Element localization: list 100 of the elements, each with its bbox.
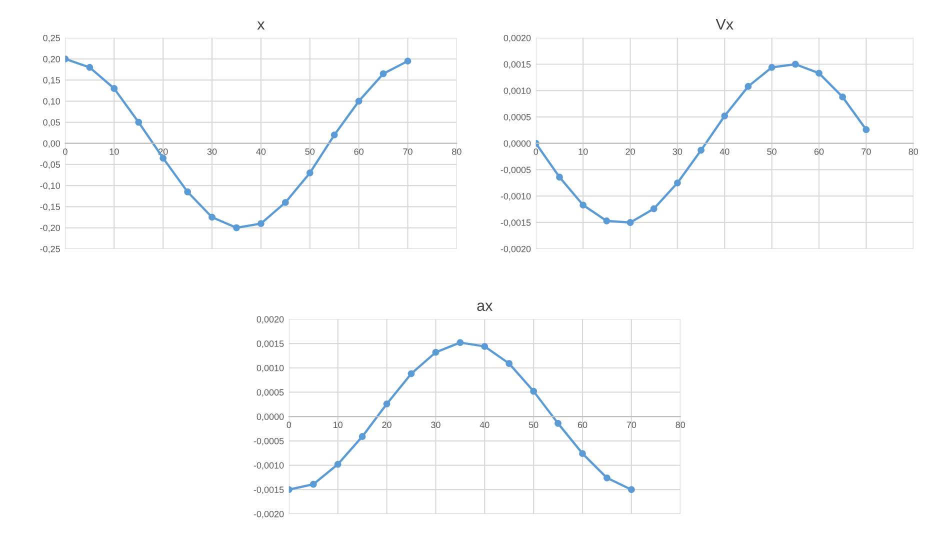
y-tick-label: -0,10: [40, 182, 60, 190]
x-tick-label: 80: [452, 148, 462, 155]
point: [839, 93, 846, 100]
point: [456, 339, 464, 346]
y-tick-label: 0,0010: [504, 88, 531, 96]
y-tick-label: 0,15: [43, 77, 60, 84]
point: [383, 400, 390, 408]
point: [135, 118, 142, 126]
point: [334, 460, 342, 468]
y-tick-label: 0,00: [43, 140, 60, 148]
x-tick-label: 30: [207, 148, 217, 155]
point: [603, 474, 610, 482]
chart-title: ax: [477, 302, 493, 312]
y-tick-label: -0,25: [40, 246, 60, 254]
y-tick-label: -0,0015: [500, 219, 531, 227]
y-tick-label: 0,0010: [256, 364, 284, 372]
point: [404, 58, 412, 65]
y-tick-label: -0,20: [40, 224, 60, 232]
point: [530, 388, 538, 395]
x-tick-label: 40: [720, 148, 730, 155]
point: [408, 370, 415, 378]
x-tick-label: 0: [286, 422, 292, 428]
y-tick-label: 0,0005: [256, 389, 284, 397]
point: [257, 220, 264, 228]
chart-title: Vx: [716, 19, 734, 30]
x-tick-label: 50: [767, 148, 776, 155]
y-tick-label: -0,0015: [254, 486, 284, 494]
y-tick-label: 0,0020: [256, 316, 284, 324]
point: [310, 480, 317, 488]
y-tick-label: -0,0010: [500, 193, 531, 201]
y-tick-label: -0,0005: [500, 166, 531, 174]
point: [862, 126, 870, 134]
point: [580, 202, 587, 209]
point: [355, 98, 362, 105]
point: [110, 85, 118, 92]
point: [432, 348, 440, 356]
point: [233, 224, 240, 232]
y-tick-label: 0,0000: [256, 414, 284, 421]
y-tick-label: -0,0005: [254, 438, 284, 446]
x-tick-label: 10: [578, 148, 588, 155]
point: [358, 433, 366, 440]
x-tick-label: 50: [528, 422, 538, 428]
y-tick-label: 0,0005: [504, 114, 531, 122]
point: [650, 205, 658, 212]
chart-title: x: [257, 21, 265, 30]
point: [816, 70, 822, 77]
point: [626, 219, 634, 226]
point: [556, 174, 563, 181]
point: [282, 198, 289, 206]
point: [86, 64, 94, 71]
point: [768, 64, 776, 71]
y-tick-label: -0,0020: [254, 510, 284, 518]
y-tick-label: 0,0020: [504, 34, 531, 42]
point: [698, 146, 705, 154]
y-tick-label: 0,20: [43, 56, 60, 64]
point: [744, 82, 752, 90]
x-tick-label: 70: [403, 148, 412, 155]
x-tick-label: 10: [334, 422, 343, 428]
x-tick-label: 40: [256, 148, 266, 155]
y-tick-label: -0,15: [40, 204, 60, 212]
point: [481, 342, 488, 350]
x-tick-label: 80: [676, 422, 686, 428]
y-tick-label: 0,0015: [256, 340, 284, 348]
y-tick-label: -0,05: [40, 161, 60, 169]
point: [792, 60, 799, 68]
x-tick-label: 0: [534, 148, 538, 155]
y-tick-label: 0,0015: [504, 61, 531, 69]
y-tick-label: 0,25: [43, 34, 60, 42]
point: [506, 360, 513, 367]
point: [554, 420, 562, 427]
x-tick-label: 70: [862, 148, 871, 155]
y-tick-label: -0,0010: [254, 462, 284, 470]
point: [628, 486, 635, 494]
x-tick-label: 60: [354, 148, 364, 155]
x-tick-label: 80: [908, 148, 918, 155]
point: [160, 154, 167, 162]
x-tick-label: 70: [626, 422, 636, 428]
point: [380, 70, 387, 78]
point: [579, 450, 586, 458]
point: [306, 169, 314, 176]
x-tick-label: 60: [578, 422, 588, 428]
x-tick-label: 60: [814, 148, 824, 155]
point: [184, 188, 192, 196]
point: [603, 217, 610, 224]
x-tick-label: 0: [63, 148, 68, 155]
point: [330, 131, 338, 138]
x-tick-label: 40: [480, 422, 490, 428]
y-tick-label: 0,10: [43, 98, 60, 106]
x-tick-label: 30: [431, 422, 440, 428]
y-tick-label: -0,0020: [500, 246, 531, 254]
point: [674, 179, 681, 186]
y-tick-label: 0,0000: [504, 140, 531, 148]
x-tick-label: 30: [672, 148, 682, 155]
x-tick-label: 50: [305, 148, 315, 155]
y-tick-label: 0,05: [43, 119, 60, 127]
x-tick-label: 20: [382, 422, 392, 428]
x-tick-label: 20: [626, 148, 635, 155]
x-tick-label: 10: [110, 148, 119, 155]
point: [721, 112, 728, 120]
point: [208, 214, 216, 221]
